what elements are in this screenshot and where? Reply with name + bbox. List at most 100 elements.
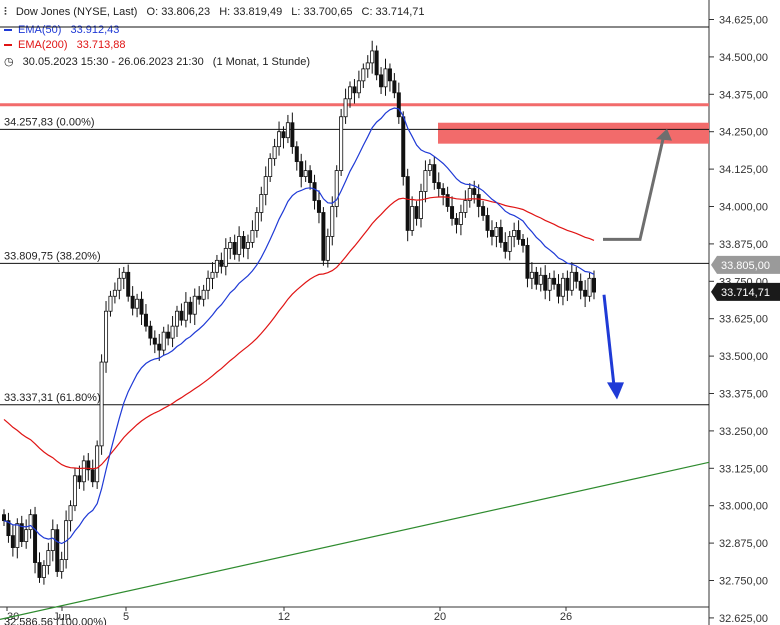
candle-body <box>418 191 423 219</box>
candle-body <box>161 331 166 351</box>
y-tick-label: 34.125,00 <box>719 164 768 176</box>
candle-body <box>423 170 428 192</box>
trendline <box>0 461 710 620</box>
candle-body <box>108 295 113 312</box>
candle-body <box>210 271 215 279</box>
candle-body <box>130 295 135 309</box>
ema200-value: 33.713,88 <box>76 39 126 51</box>
candle-body <box>445 194 450 207</box>
candle-body <box>565 277 570 291</box>
price-marker <box>711 282 780 301</box>
candle-body <box>197 295 202 300</box>
candle-body <box>427 164 432 171</box>
candle-body <box>143 313 148 327</box>
candle-body <box>454 218 459 225</box>
candle-body <box>299 161 304 177</box>
chart-type-icon[interactable]: ⫶ <box>4 6 7 18</box>
candle-body <box>157 343 162 351</box>
open-value: O: 33.806,23 <box>146 6 211 18</box>
x-tick-label: Jun <box>53 611 71 623</box>
y-tick-label: 34.375,00 <box>719 89 768 101</box>
candle-body <box>587 277 592 297</box>
candle-body <box>396 92 401 118</box>
close-value: C: 33.714,71 <box>361 6 425 18</box>
candle-body <box>219 259 224 267</box>
candle-body <box>294 146 299 163</box>
candle-body <box>503 242 508 252</box>
candle-body <box>458 212 463 225</box>
candle-body <box>383 68 388 88</box>
y-tick-label: 34.500,00 <box>719 52 768 64</box>
y-tick-label: 33.375,00 <box>719 389 768 401</box>
candle-body <box>68 505 73 522</box>
candle-body <box>126 271 131 297</box>
candle-body <box>10 535 15 548</box>
candle-body <box>343 98 348 118</box>
candle-body <box>339 116 344 171</box>
candle-body <box>414 206 419 219</box>
candle-body <box>139 298 144 315</box>
candle-body <box>272 146 277 160</box>
y-tick-label: 32.625,00 <box>719 613 768 625</box>
candle-body <box>28 514 33 531</box>
candle-body <box>489 230 494 237</box>
candle-body <box>237 236 242 255</box>
ema200-swatch <box>4 44 12 47</box>
candle-body <box>183 301 188 321</box>
candle-body <box>250 230 255 243</box>
candle-body <box>321 212 326 261</box>
candle-body <box>543 274 548 291</box>
candle-body <box>201 289 206 300</box>
candle-body <box>498 227 503 243</box>
candle-body <box>285 122 290 139</box>
y-tick-label: 33.875,00 <box>719 239 768 251</box>
candle-body <box>507 236 512 252</box>
candle-body <box>529 271 534 279</box>
candle-body <box>525 244 530 279</box>
candle-body <box>152 337 157 345</box>
fib-level-label: 33.337,31 (61.80%) <box>4 392 101 404</box>
candle-body <box>485 215 490 231</box>
candle-body <box>441 188 446 195</box>
y-tick-label: 33.500,00 <box>719 351 768 363</box>
candle-body <box>592 277 597 293</box>
y-tick-label: 34.625,00 <box>719 15 768 27</box>
x-tick-label: 5 <box>123 611 129 623</box>
candle-body <box>179 310 184 321</box>
candle-body <box>263 176 268 195</box>
y-tick-label: 33.125,00 <box>719 463 768 475</box>
candle-body <box>245 242 250 249</box>
period-range: 30.05.2023 15:30 - 26.06.2023 21:30 <box>22 56 204 68</box>
candle-body <box>281 131 286 139</box>
clock-icon: ◷ <box>4 56 14 68</box>
candle-body <box>37 562 42 578</box>
candle-body <box>175 310 180 327</box>
candle-body <box>33 514 38 563</box>
candle-body <box>512 230 517 237</box>
candle-body <box>188 301 193 315</box>
ema50-swatch <box>4 29 12 32</box>
candle-body <box>467 188 472 201</box>
candles <box>2 40 597 585</box>
candle-body <box>241 236 246 249</box>
candle-body <box>223 247 228 267</box>
candle-body <box>450 206 455 219</box>
price-marker <box>711 255 780 274</box>
candle-body <box>86 460 91 471</box>
y-tick-label: 33.000,00 <box>719 501 768 513</box>
candle-body <box>574 271 579 282</box>
candle-body <box>534 271 539 285</box>
candle-body <box>166 331 171 339</box>
candle-body <box>494 227 499 237</box>
y-tick-label: 33.625,00 <box>719 314 768 326</box>
candle-body <box>81 460 86 483</box>
candle-body <box>538 274 543 285</box>
candle-body <box>379 74 384 88</box>
candle-body <box>46 550 51 566</box>
candle-body <box>117 277 122 291</box>
candle-body <box>476 194 481 207</box>
candle-body <box>232 242 237 255</box>
chart-header: ⫶ Dow Jones (NYSE, Last) O: 33.806,23 H:… <box>4 6 431 19</box>
bullish-scenario-arrow <box>603 134 666 241</box>
